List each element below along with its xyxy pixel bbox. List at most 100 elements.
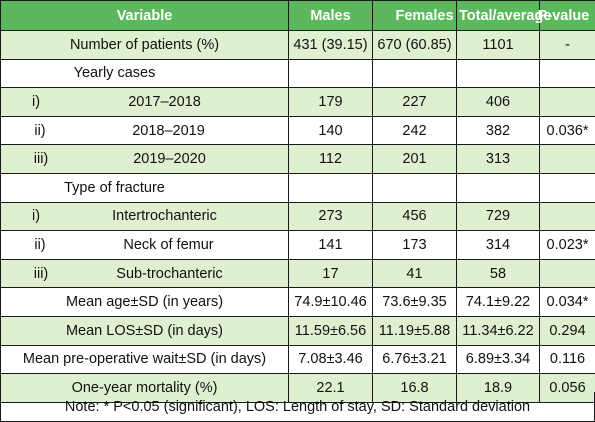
row-label: Intertrochanteric bbox=[112, 208, 217, 225]
data-table: Variable Males Females Total/average P-v… bbox=[0, 0, 595, 403]
table-row: ii) 2018–2019 140 242 382 0.036* bbox=[0, 115, 595, 146]
total-cell: 406 bbox=[456, 87, 540, 117]
row-label: One-year mortality (%) bbox=[71, 379, 218, 396]
males-cell: 141 bbox=[288, 230, 373, 260]
total-cell: 313 bbox=[456, 144, 540, 174]
row-number: i) bbox=[31, 208, 41, 225]
table-row: i) 2017–2018 179 227 406 bbox=[0, 87, 595, 117]
row-label-cell: iii) Sub-trochanteric bbox=[0, 258, 289, 289]
header-females: Females bbox=[372, 0, 457, 31]
females-cell: 227 bbox=[372, 87, 457, 117]
table-row: iii) Sub-trochanteric 17 41 58 bbox=[0, 258, 595, 289]
row-label: 2017–2018 bbox=[128, 93, 201, 110]
row-label: 2019–2020 bbox=[133, 151, 206, 168]
total-cell: 6.89±3.34 bbox=[456, 344, 540, 375]
total-cell: 11.34±6.22 bbox=[456, 315, 540, 346]
females-cell bbox=[372, 58, 457, 89]
females-cell: 670 (60.85) bbox=[372, 30, 457, 60]
row-label-cell: Number of patients (%) bbox=[0, 30, 289, 60]
total-cell bbox=[456, 58, 540, 89]
section-label: Yearly cases bbox=[73, 65, 156, 82]
males-cell: 74.9±10.46 bbox=[288, 287, 373, 317]
males-cell: 22.1 bbox=[288, 373, 373, 403]
row-label: Number of patients (%) bbox=[69, 36, 220, 53]
table-note: Note: * P<0.05 (significant), LOS: Lengt… bbox=[0, 392, 595, 422]
pvalue-cell bbox=[539, 172, 595, 203]
row-label-cell: ii) 2018–2019 bbox=[0, 115, 289, 146]
males-cell: 112 bbox=[288, 144, 373, 174]
row-label: Mean LOS±SD (in days) bbox=[65, 322, 224, 339]
row-label-cell: One-year mortality (%) bbox=[0, 373, 289, 403]
females-cell: 16.8 bbox=[372, 373, 457, 403]
total-cell: 74.1±9.22 bbox=[456, 287, 540, 317]
header-males: Males bbox=[288, 0, 373, 31]
table-row: Yearly cases bbox=[0, 58, 595, 89]
total-cell: 382 bbox=[456, 115, 540, 146]
males-cell bbox=[288, 172, 373, 203]
total-cell: 314 bbox=[456, 230, 540, 260]
total-cell: 729 bbox=[456, 201, 540, 232]
row-label-cell: Yearly cases bbox=[0, 58, 289, 89]
header-pvalue: P-value bbox=[537, 0, 595, 31]
males-cell bbox=[288, 58, 373, 89]
table-row: Type of fracture bbox=[0, 172, 595, 203]
females-cell: 201 bbox=[372, 144, 457, 174]
header-variable: Variable bbox=[0, 0, 289, 31]
females-cell: 73.6±9.35 bbox=[372, 287, 457, 317]
females-cell bbox=[372, 172, 457, 203]
row-number: iii) bbox=[33, 265, 49, 282]
males-cell: 431 (39.15) bbox=[288, 30, 373, 60]
row-label-cell: Mean age±SD (in years) bbox=[0, 287, 289, 317]
row-label-cell: Mean pre-operative wait±SD (in days) bbox=[0, 344, 289, 375]
females-cell: 6.76±3.21 bbox=[372, 344, 457, 375]
section-label: Type of fracture bbox=[64, 179, 165, 196]
header-total: Total/average bbox=[456, 0, 551, 31]
pvalue-cell: 0.034* bbox=[539, 287, 595, 317]
pvalue-cell: 0.036* bbox=[539, 115, 595, 146]
table-body: Number of patients (%) 431 (39.15) 670 (60… bbox=[0, 30, 595, 403]
pvalue-cell: 0.056 bbox=[539, 373, 595, 403]
header-total-text: Total/average bbox=[459, 7, 552, 24]
males-cell: 11.59±6.56 bbox=[288, 315, 373, 346]
males-cell: 179 bbox=[288, 87, 373, 117]
total-cell: 18.9 bbox=[456, 373, 540, 403]
header-females-text: Females bbox=[395, 7, 454, 24]
males-cell: 17 bbox=[288, 258, 373, 289]
table-row: i) Intertrochanteric 273 456 729 bbox=[0, 201, 595, 232]
total-cell: 58 bbox=[456, 258, 540, 289]
table-row: ii) Neck of femur 141 173 314 0.023* bbox=[0, 230, 595, 260]
row-number: iii) bbox=[33, 151, 49, 168]
females-cell: 456 bbox=[372, 201, 457, 232]
row-label-cell: i) 2017–2018 bbox=[0, 87, 289, 117]
row-number: ii) bbox=[34, 236, 46, 253]
row-label-cell: ii) Neck of femur bbox=[0, 230, 289, 260]
row-number: i) bbox=[31, 93, 41, 110]
total-cell: 1101 bbox=[456, 30, 540, 60]
total-cell bbox=[456, 172, 540, 203]
table-row: iii) 2019–2020 112 201 313 bbox=[0, 144, 595, 174]
row-label-cell: i) Intertrochanteric bbox=[0, 201, 289, 232]
pvalue-cell: 0.116 bbox=[539, 344, 595, 375]
header-row: Variable Males Females Total/average P-v… bbox=[0, 0, 595, 31]
header-pvalue-text: P-value bbox=[537, 7, 590, 24]
table-row: Mean pre-operative wait±SD (in days) 7.08… bbox=[0, 344, 595, 375]
females-cell: 11.19±5.88 bbox=[372, 315, 457, 346]
row-label: Mean pre-operative wait±SD (in days) bbox=[22, 351, 267, 368]
row-label: Mean age±SD (in years) bbox=[65, 294, 224, 311]
row-label: 2018–2019 bbox=[132, 122, 205, 139]
males-cell: 7.08±3.46 bbox=[288, 344, 373, 375]
males-cell: 273 bbox=[288, 201, 373, 232]
row-label-cell: Type of fracture bbox=[0, 172, 289, 203]
table-row: Mean age±SD (in years) 74.9±10.46 73.6±9.3… bbox=[0, 287, 595, 317]
pvalue-cell bbox=[539, 87, 595, 117]
females-cell: 41 bbox=[372, 258, 457, 289]
table-row: Number of patients (%) 431 (39.15) 670 (60… bbox=[0, 30, 595, 60]
table-row: One-year mortality (%) 22.1 16.8 18.9 0.056 bbox=[0, 373, 595, 403]
females-cell: 173 bbox=[372, 230, 457, 260]
pvalue-cell: - bbox=[539, 30, 595, 60]
pvalue-cell bbox=[539, 201, 595, 232]
pvalue-cell bbox=[539, 58, 595, 89]
row-number: ii) bbox=[34, 122, 46, 139]
table-row: Mean LOS±SD (in days) 11.59±6.56 11.19±5.8… bbox=[0, 315, 595, 346]
